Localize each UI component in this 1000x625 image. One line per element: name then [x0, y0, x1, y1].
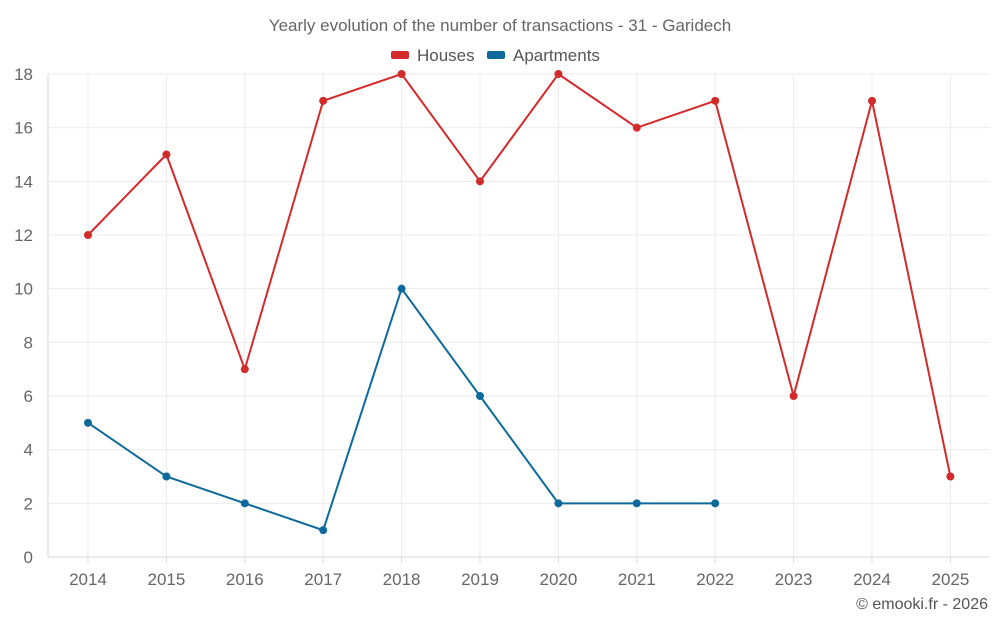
x-tick-label: 2014 — [69, 570, 107, 589]
houses-point[interactable] — [868, 96, 876, 105]
y-tick-label: 12 — [14, 226, 33, 245]
chart-title: Yearly evolution of the number of transa… — [269, 16, 731, 35]
legend-swatch-apartments[interactable] — [487, 51, 505, 59]
legend-label-houses[interactable]: Houses — [417, 46, 475, 65]
y-tick-label: 10 — [14, 280, 33, 299]
series-group — [84, 70, 955, 535]
legend-swatch-houses[interactable] — [391, 51, 409, 59]
houses-point[interactable] — [319, 96, 328, 105]
apartments-point[interactable] — [476, 392, 484, 400]
y-tick-label: 6 — [24, 387, 33, 406]
apartments-point[interactable] — [711, 499, 720, 508]
apartments-point[interactable] — [319, 526, 328, 535]
x-tick-label: 2024 — [853, 570, 891, 589]
houses-point[interactable] — [946, 472, 955, 481]
y-tick-label: 2 — [24, 494, 33, 513]
houses-point[interactable] — [632, 123, 641, 132]
x-tick-label: 2017 — [304, 570, 342, 589]
y-tick-label: 8 — [24, 333, 33, 352]
houses-point[interactable] — [162, 150, 171, 159]
houses-point[interactable] — [397, 70, 406, 78]
houses-point[interactable] — [789, 392, 798, 400]
apartments-point[interactable] — [397, 284, 406, 293]
x-tick-label: 2015 — [147, 570, 185, 589]
x-tick-label: 2016 — [226, 570, 264, 589]
x-tick-label: 2020 — [539, 570, 577, 589]
houses-point[interactable] — [476, 177, 484, 186]
y-tick-label: 14 — [14, 172, 33, 191]
apartments-point[interactable] — [84, 418, 92, 427]
houses-point[interactable] — [240, 365, 249, 374]
y-tick-label: 18 — [14, 65, 33, 84]
x-tick-label: 2023 — [775, 570, 813, 589]
x-tick-label: 2022 — [696, 570, 734, 589]
x-tick-label: 2025 — [931, 570, 969, 589]
legend-label-apartments[interactable]: Apartments — [513, 46, 600, 65]
axes: 0 2 4 6 8 10 12 14 16 18 2014 2015 2016 2017 2018 2019 2… — [14, 65, 990, 589]
x-tick-label: 2019 — [461, 570, 499, 589]
x-tick-label: 2018 — [383, 570, 421, 589]
apartments-point[interactable] — [162, 472, 171, 481]
y-tick-label: 4 — [24, 441, 33, 460]
x-tick-label: 2021 — [618, 570, 656, 589]
apartments-point[interactable] — [240, 499, 249, 508]
legend: Houses Apartments — [391, 46, 600, 65]
apartments-point[interactable] — [632, 499, 641, 508]
y-tick-label: 16 — [14, 119, 33, 138]
houses-point[interactable] — [711, 96, 720, 105]
houses-line — [87, 72, 952, 477]
y-tick-label: 0 — [24, 548, 33, 567]
houses-point[interactable] — [84, 231, 92, 239]
houses-point[interactable] — [554, 70, 563, 78]
apartments-point[interactable] — [554, 499, 563, 508]
credit-text: © emooki.fr - 2026 — [856, 596, 988, 613]
